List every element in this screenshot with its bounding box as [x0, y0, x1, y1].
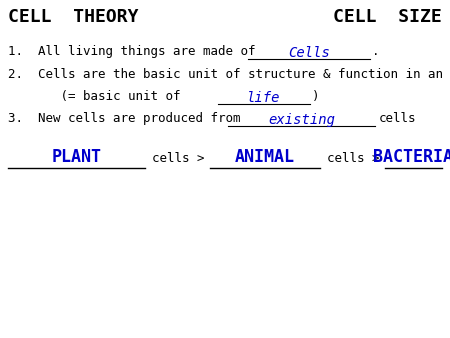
Text: PLANT: PLANT — [51, 148, 102, 166]
Text: ANIMAL: ANIMAL — [235, 148, 295, 166]
Text: 1.  All living things are made of: 1. All living things are made of — [8, 45, 263, 58]
Text: (= basic unit of: (= basic unit of — [8, 90, 188, 103]
Text: 2.  Cells are the basic unit of structure & function in an organism: 2. Cells are the basic unit of structure… — [8, 68, 450, 81]
Text: cells: cells — [379, 112, 417, 125]
Text: CELL  THEORY: CELL THEORY — [8, 8, 139, 26]
Text: life: life — [247, 91, 281, 105]
Text: CELL  SIZE: CELL SIZE — [333, 8, 442, 26]
Text: existing: existing — [268, 113, 335, 127]
Text: cells >: cells > — [152, 152, 204, 165]
Text: cells >: cells > — [327, 152, 379, 165]
Text: BACTERIA: BACTERIA — [374, 148, 450, 166]
Text: 3.  New cells are produced from: 3. New cells are produced from — [8, 112, 248, 125]
Text: .: . — [372, 45, 379, 58]
Text: ): ) — [312, 90, 320, 103]
Text: Cells: Cells — [288, 46, 330, 60]
